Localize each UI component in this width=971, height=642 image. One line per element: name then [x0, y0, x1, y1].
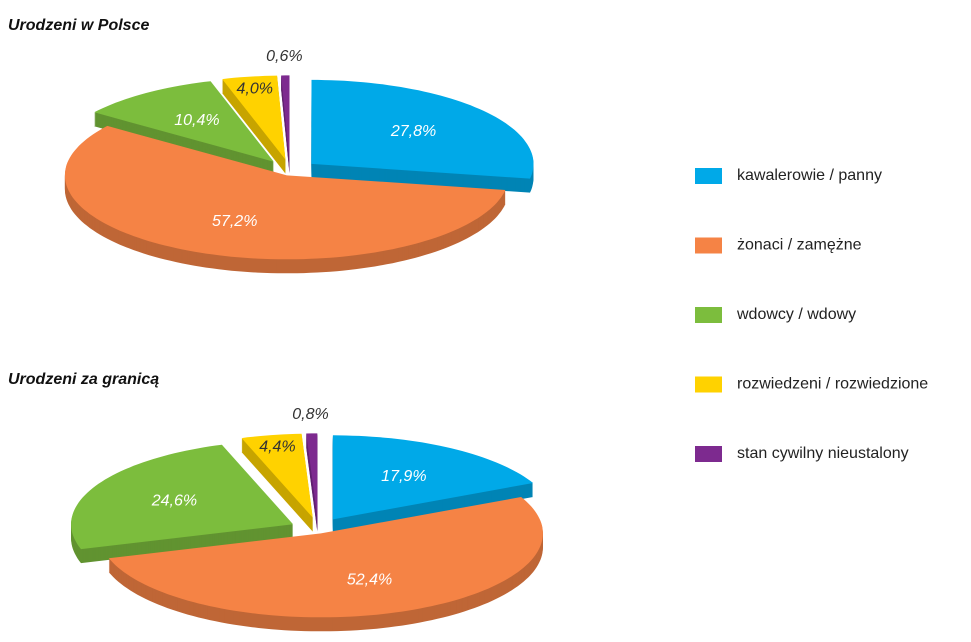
slice-group [94, 81, 274, 176]
legend-swatch [695, 237, 722, 254]
slice-group [241, 433, 313, 532]
pie-slice [64, 125, 506, 260]
chart-title: Urodzeni w Polsce [8, 17, 149, 34]
data-label: 10,4% [174, 112, 219, 129]
data-label: 4,0% [237, 80, 273, 97]
legend-label: żonaci / zamężne [737, 237, 862, 254]
legend-label: stan cywilny nieustalony [737, 445, 909, 462]
pie-slice [311, 79, 534, 179]
legend-swatch [695, 168, 722, 184]
data-label: 24,6% [151, 493, 197, 510]
slice-group [71, 444, 294, 564]
pie-slice [94, 81, 274, 162]
data-label: 17,9% [381, 468, 426, 485]
slice-group [332, 435, 534, 534]
data-label: 52,4% [347, 571, 392, 588]
data-label: 0,6% [266, 48, 302, 65]
slice-group [306, 433, 318, 532]
data-label: 0,8% [292, 406, 328, 423]
pie-slice [332, 435, 534, 520]
legend-swatch [695, 307, 722, 323]
legend-label: wdowcy / wdowy [736, 306, 856, 323]
data-label: 27,8% [390, 123, 436, 140]
data-label: 57,2% [212, 213, 257, 230]
legend-label: kawalerowie / panny [737, 167, 882, 184]
slice-group [64, 125, 506, 274]
slice-group [311, 79, 534, 193]
slice-group [281, 75, 290, 174]
chart-title: Urodzeni za granicą [8, 371, 159, 388]
slice-group [108, 497, 543, 632]
slice-group [222, 75, 286, 174]
pie-slice [306, 433, 318, 518]
legend-swatch [695, 446, 722, 462]
pie-slice [281, 75, 290, 160]
pie-slice [241, 433, 313, 518]
pie-slice [108, 497, 543, 618]
pie-slice [222, 75, 286, 160]
data-label: 4,4% [259, 439, 295, 456]
legend-label: rozwiedzeni / rozwiedzione [737, 376, 928, 393]
legend-swatch [695, 376, 722, 393]
pie-slice [71, 444, 294, 550]
